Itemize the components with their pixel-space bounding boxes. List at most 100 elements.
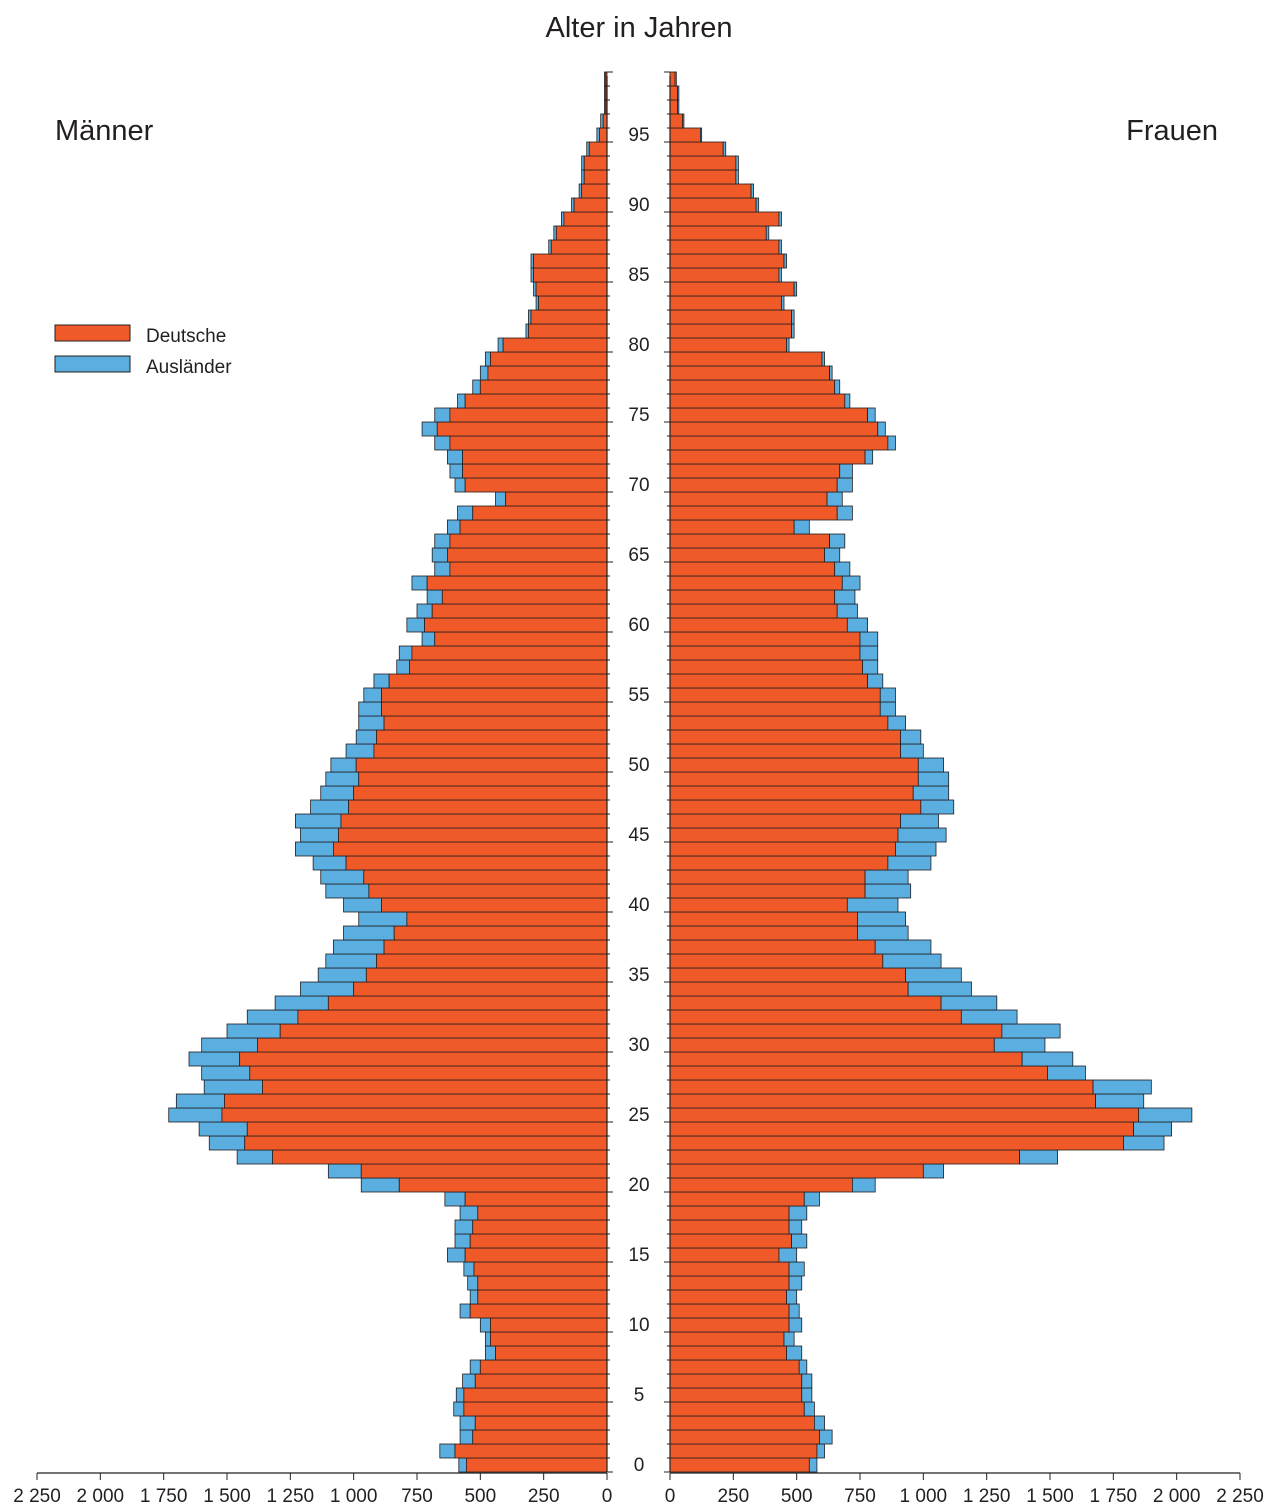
bar-female-deutsche	[669, 127, 701, 143]
bar-male-auslaender	[300, 827, 339, 843]
bar-male-auslaender	[226, 1023, 281, 1039]
bar-female-auslaender	[803, 1401, 815, 1417]
bar-female-auslaender	[778, 1247, 798, 1263]
female-x-tick-label: 750	[844, 1486, 876, 1507]
bar-male-deutsche	[244, 1135, 608, 1151]
bar-male-deutsche	[462, 449, 608, 465]
bar-male-deutsche	[583, 155, 608, 171]
bar-male-auslaender	[294, 841, 334, 857]
bar-female-deutsche	[669, 71, 676, 87]
bar-female-auslaender	[897, 827, 947, 843]
bar-male-deutsche	[464, 477, 608, 493]
bar-female-auslaender	[864, 883, 912, 899]
bar-female-auslaender	[877, 421, 886, 437]
bar-female-deutsche	[669, 631, 861, 647]
female-x-tick-label: 1 000	[900, 1486, 948, 1507]
bar-female-deutsche	[669, 1023, 1003, 1039]
bar-male-auslaender	[294, 813, 342, 829]
bar-male-deutsche	[381, 687, 608, 703]
bar-male-auslaender	[484, 1345, 496, 1361]
bar-male-auslaender	[434, 561, 451, 577]
bar-male-deutsche	[358, 771, 608, 787]
bar-female-deutsche	[669, 155, 737, 171]
bar-male-auslaender	[411, 575, 428, 591]
bar-female-auslaender	[814, 1415, 825, 1431]
bar-female-auslaender	[819, 1429, 833, 1445]
bar-female-auslaender	[879, 701, 896, 717]
age-tick-label: 85	[628, 265, 649, 286]
bar-female-auslaender	[735, 169, 739, 185]
bar-male-auslaender	[358, 911, 408, 927]
bar-male-auslaender	[343, 925, 395, 941]
bar-male-deutsche	[550, 239, 608, 255]
bar-female-deutsche	[669, 673, 869, 689]
bar-male-deutsche	[340, 813, 608, 829]
bar-female-auslaender	[836, 603, 858, 619]
chart-title: Alter in Jahren	[546, 12, 733, 44]
bar-female-auslaender	[1019, 1149, 1058, 1165]
bar-male-auslaender	[175, 1093, 225, 1109]
bar-female-deutsche	[669, 953, 884, 969]
bar-male-deutsche	[472, 1219, 608, 1235]
bar-female-deutsche	[669, 309, 792, 325]
bar-female-auslaender	[735, 155, 739, 171]
age-tick-label: 25	[628, 1105, 649, 1126]
bar-male-deutsche	[505, 491, 608, 507]
bar-female-deutsche	[669, 1177, 853, 1193]
bar-female-auslaender	[836, 477, 853, 493]
female-x-tick-label: 1 500	[1026, 1486, 1074, 1507]
bar-male-deutsche	[436, 421, 608, 437]
bar-female-deutsche	[669, 1345, 787, 1361]
bar-female-auslaender	[788, 1219, 803, 1235]
bar-female-auslaender	[791, 1233, 808, 1249]
bar-male-auslaender	[457, 505, 474, 521]
bar-female-auslaender	[1021, 1051, 1074, 1067]
bar-female-deutsche	[669, 1037, 995, 1053]
bar-male-auslaender	[458, 1457, 467, 1473]
bar-female-deutsche	[669, 855, 889, 871]
male-bars	[168, 71, 608, 1473]
bar-female-deutsche	[669, 1191, 805, 1207]
female-x-tick-label: 2 000	[1153, 1486, 1201, 1507]
bar-female-deutsche	[669, 449, 866, 465]
bar-female-auslaender	[778, 267, 782, 283]
female-x-tick-label: 250	[717, 1486, 749, 1507]
bar-female-auslaender	[1123, 1135, 1165, 1151]
male-x-tick-label: 250	[528, 1486, 560, 1507]
bar-female-deutsche	[669, 323, 792, 339]
bar-female-deutsche	[669, 211, 780, 227]
bar-female-auslaender	[788, 1205, 808, 1221]
bar-female-auslaender	[798, 1359, 808, 1375]
bar-female-deutsche	[669, 267, 780, 283]
bar-female-auslaender	[922, 1163, 944, 1179]
bar-female-auslaender	[857, 925, 909, 941]
bar-male-deutsche	[528, 323, 608, 339]
bar-female-deutsche	[669, 1121, 1135, 1137]
bar-female-auslaender	[839, 463, 853, 479]
bar-female-deutsche	[669, 1443, 818, 1459]
bar-male-auslaender	[355, 729, 377, 745]
bar-female-auslaender	[778, 211, 782, 227]
bar-male-deutsche	[463, 1387, 608, 1403]
bar-male-auslaender	[454, 477, 466, 493]
bar-male-deutsche	[563, 211, 608, 227]
bar-female-deutsche	[669, 351, 823, 367]
bar-female-auslaender	[960, 1009, 1018, 1025]
bar-female-auslaender	[793, 281, 798, 297]
bar-male-deutsche	[573, 197, 608, 213]
bar-female-deutsche	[669, 1289, 787, 1305]
bar-female-deutsche	[669, 519, 795, 535]
bar-male-deutsche	[533, 253, 608, 269]
bar-male-deutsche	[464, 1191, 608, 1207]
bar-female-deutsche	[669, 1093, 1097, 1109]
bar-female-deutsche	[669, 981, 909, 997]
bar-female-auslaender	[895, 841, 937, 857]
bar-male-deutsche	[449, 407, 608, 423]
bar-male-auslaender	[459, 1429, 474, 1445]
legend-label-deutsche: Deutsche	[146, 326, 226, 347]
bar-female-deutsche	[669, 897, 848, 913]
bar-female-deutsche	[669, 253, 785, 269]
bar-female-auslaender	[834, 379, 841, 395]
age-tick-label: 95	[628, 125, 649, 146]
bar-male-auslaender	[274, 995, 329, 1011]
